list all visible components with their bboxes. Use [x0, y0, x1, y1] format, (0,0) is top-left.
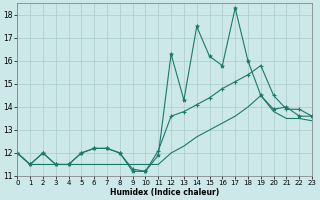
X-axis label: Humidex (Indice chaleur): Humidex (Indice chaleur): [110, 188, 219, 197]
